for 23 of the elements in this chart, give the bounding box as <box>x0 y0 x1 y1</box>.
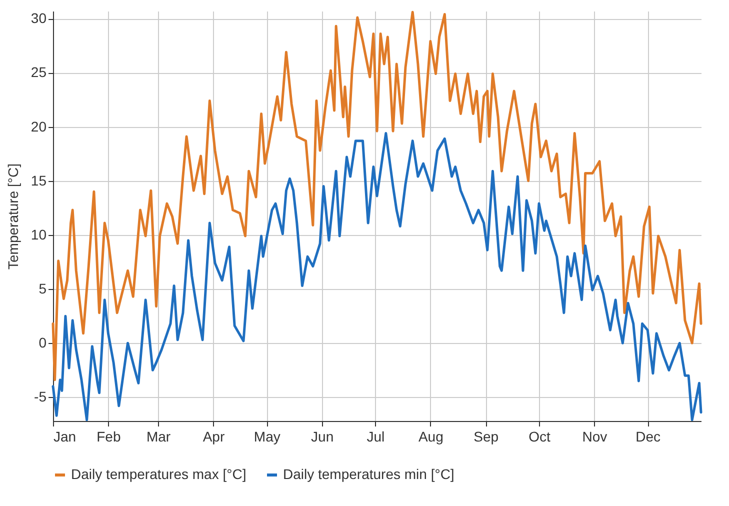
x-tick-label: Nov <box>582 428 608 444</box>
x-tick-label: Apr <box>202 428 225 444</box>
x-tick-label: Dec <box>636 428 661 444</box>
x-tick-label: Mar <box>146 428 171 444</box>
legend-label: Daily temperatures min [°C] <box>283 466 454 482</box>
y-tick-label: 10 <box>30 226 47 242</box>
y-tick-label: 5 <box>38 280 47 297</box>
x-tick-label: Aug <box>418 428 444 444</box>
y-tick-label: 20 <box>30 118 47 134</box>
y-tick-label: 0 <box>38 334 47 351</box>
y-tick-label: 25 <box>30 64 47 80</box>
x-tick-label: Jan <box>54 428 76 444</box>
x-tick-label: Feb <box>96 428 121 444</box>
legend-label: Daily temperatures max [°C] <box>71 466 246 482</box>
x-tick-label: Oct <box>528 428 550 444</box>
y-tick-label: 30 <box>30 10 47 26</box>
x-tick-label: May <box>254 428 280 444</box>
x-tick-label: Jul <box>366 428 385 444</box>
y-tick-label: -5 <box>34 388 47 405</box>
y-axis-title: Temperature [°C] <box>4 164 21 270</box>
x-tick-label: Jun <box>311 428 334 444</box>
x-tick-label: Sep <box>474 428 499 444</box>
y-tick-label: 15 <box>30 172 47 188</box>
